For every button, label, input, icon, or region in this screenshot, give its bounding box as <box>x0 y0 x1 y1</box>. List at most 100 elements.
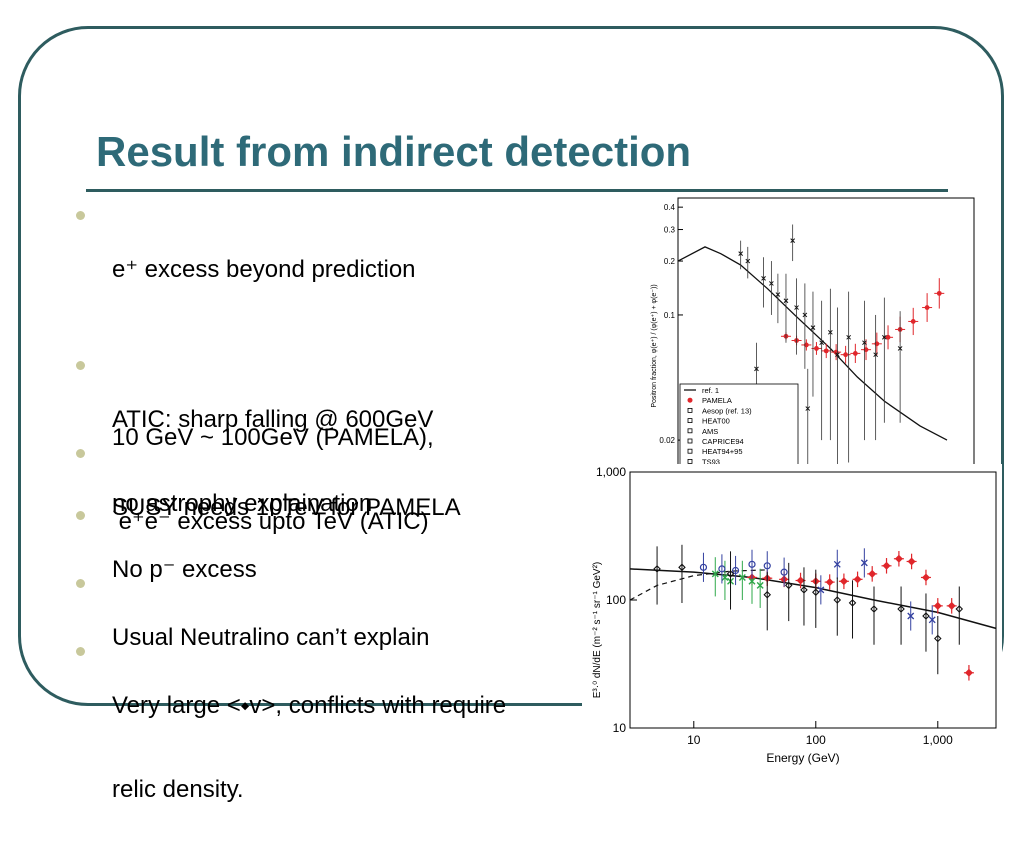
pamela-point <box>814 346 819 351</box>
bullet-dot <box>76 579 85 588</box>
green-point <box>756 581 764 589</box>
bullet-item: SUSY needs 10TeV for PAMELA <box>76 438 616 521</box>
series-line-model <box>629 568 997 630</box>
y-tick-label: 0.3 <box>664 226 676 235</box>
bullet-text: Very large <⬩v>, conflicts with require … <box>112 636 506 860</box>
x-tick-label: 1,000 <box>923 733 953 747</box>
bullet-text: SUSY needs 10TeV for PAMELA <box>112 438 461 578</box>
legend-swatch <box>687 448 693 454</box>
black-point <box>800 586 808 594</box>
data-marker <box>881 334 887 340</box>
blue-point <box>860 559 868 567</box>
data-marker <box>846 334 852 340</box>
bullet-item: No p⁻ excess <box>76 500 616 583</box>
atic-point <box>964 668 973 677</box>
data-marker <box>827 329 833 335</box>
x-axis-label: Energy (GeV) <box>766 751 839 765</box>
legend-swatch <box>687 397 693 403</box>
y-tick-label: 0.2 <box>664 257 676 266</box>
slide-title: Result from indirect detection <box>96 128 692 175</box>
data-marker <box>775 292 781 297</box>
bullet-text: ATIC: sharp falling @ 600GeV no astrophy… <box>112 350 433 574</box>
bullet-item: ATIC: sharp falling @ 600GeV no astrophy… <box>76 350 616 517</box>
data-marker <box>738 251 744 256</box>
bullet-line: no astrophy explaination <box>112 490 373 517</box>
atic-point <box>894 554 903 563</box>
series-line-dashed <box>629 569 768 601</box>
y-axis-label: Positron fraction, φ(e⁺) / (φ(e⁺) + φ(e⁻… <box>651 284 658 407</box>
legend-swatch <box>687 438 693 444</box>
black-point <box>678 563 686 572</box>
y-tick-label: 0.4 <box>664 203 676 212</box>
data-marker <box>754 366 759 372</box>
series-line-ref1 <box>677 246 948 441</box>
atic-point <box>868 569 877 578</box>
electron-spectrum-figure: 10 100 1,000 1,000 100 10 Energy (GeV) E³·⁰ dN/… <box>582 464 1002 768</box>
y-tick-label: 0.02 <box>659 436 675 445</box>
blue-point <box>907 612 915 620</box>
data-marker <box>783 298 789 304</box>
bullet-dot <box>76 449 85 458</box>
slide-frame <box>18 26 1004 706</box>
data-marker <box>873 352 878 358</box>
pamela-point <box>823 348 829 354</box>
data-marker <box>810 325 816 330</box>
bullet-line: No p⁻ excess <box>112 556 257 583</box>
black-point <box>955 605 964 613</box>
bullet-text: No p⁻ excess <box>112 500 257 640</box>
atic-point <box>825 578 834 587</box>
green-point <box>711 570 719 578</box>
data-marker <box>835 352 840 358</box>
blue-point <box>833 560 841 568</box>
electron-spectrum-chart: 10 100 1,000 1,000 100 10 Energy (GeV) E³·⁰ dN/… <box>592 465 997 765</box>
legend-label: HEAT94+95 <box>702 447 743 456</box>
legend-swatch <box>687 418 693 424</box>
legend-label: ref. 1 <box>702 386 719 395</box>
bullet-line: SUSY needs 10TeV for PAMELA <box>112 494 461 521</box>
plot-frame <box>629 471 997 729</box>
x-tick-label: 100 <box>806 733 826 747</box>
legend-swatch <box>687 458 693 464</box>
bullet-line: e⁺ excess beyond prediction <box>112 256 416 283</box>
blue-point <box>780 568 788 576</box>
blue-point <box>763 562 771 570</box>
black-point <box>922 612 930 620</box>
atic-point <box>882 561 891 570</box>
black-point <box>763 590 772 599</box>
bullet-line: relic density. <box>112 776 244 803</box>
legend-label: PAMELA <box>702 396 732 405</box>
bullet-line: 10 GeV ~ 100GeV (PAMELA), <box>112 424 434 451</box>
legend-label: HEAT00 <box>702 417 730 426</box>
blue-point <box>928 616 936 624</box>
atic-point <box>947 601 956 610</box>
atic-point <box>853 575 862 584</box>
pamela-point <box>874 341 880 347</box>
pamela-point <box>910 319 916 324</box>
legend-swatch <box>687 407 693 413</box>
bullet-dot <box>76 511 85 520</box>
bullet-dot <box>76 647 85 656</box>
green-point <box>721 573 729 581</box>
pamela-point <box>936 290 942 296</box>
black-point <box>833 596 842 604</box>
data-marker <box>794 305 799 310</box>
y-tick-label: 1,000 <box>596 465 626 479</box>
bullet-text: Usual Neutralino can’t explain <box>112 568 430 708</box>
atic-point <box>933 601 942 610</box>
y-tick-label: 10 <box>613 721 627 735</box>
legend-label: Aesop (ref. 13) <box>702 406 752 415</box>
bullet-dot <box>76 211 85 220</box>
black-point <box>726 570 735 578</box>
pamela-point <box>924 305 930 310</box>
atic-point <box>921 573 930 582</box>
black-point <box>897 605 905 613</box>
data-marker <box>805 406 811 411</box>
pamela-point <box>885 334 891 340</box>
blue-point <box>699 563 708 571</box>
data-marker <box>761 276 766 281</box>
data-marker <box>790 238 796 244</box>
blue-point <box>718 565 726 573</box>
black-point <box>784 581 793 590</box>
bullet-text: e⁺ excess beyond prediction 10 GeV ~ 100… <box>112 200 434 592</box>
data-marker <box>802 312 808 318</box>
